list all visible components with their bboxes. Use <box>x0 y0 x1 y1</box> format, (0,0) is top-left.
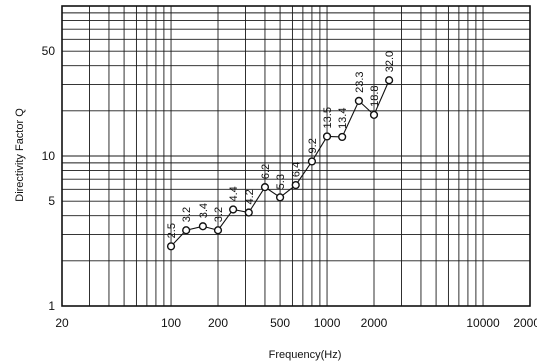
data-label: 3.4 <box>198 203 210 218</box>
data-label: 6.4 <box>291 162 303 177</box>
x-tick-label: 200 <box>208 316 228 330</box>
data-label: 2.5 <box>166 223 178 238</box>
y-tick-labels: 1 5 10 50 <box>42 44 56 313</box>
x-axis-label: Frequency(Hz) <box>269 349 342 361</box>
data-point <box>260 183 270 192</box>
data-point <box>354 96 363 105</box>
x-tick-label: 100 <box>161 316 181 330</box>
data-label: 13.5 <box>322 107 334 128</box>
data-point <box>338 132 347 142</box>
data-label: 9.2 <box>307 138 319 153</box>
y-tick-label: 1 <box>48 299 55 313</box>
data-label: 4.4 <box>228 186 240 201</box>
grid <box>62 6 530 306</box>
data-label: 32.0 <box>384 51 396 72</box>
x-tick-label: 500 <box>270 316 290 330</box>
y-tick-label: 50 <box>42 44 56 58</box>
data-point <box>198 222 207 231</box>
data-label: 4.2 <box>244 189 256 204</box>
data-point <box>291 180 300 190</box>
data-point <box>369 110 379 119</box>
data-labels: 2.53.2 3.4 3.24.4 4.26.25.36.49.213.5 13.423… <box>166 51 396 239</box>
data-point <box>307 157 317 166</box>
data-label: 3.2 <box>181 207 193 222</box>
data-label: 6.2 <box>260 164 272 179</box>
data-label: 3.2 <box>213 207 225 222</box>
data-label: 18.8 <box>369 85 381 106</box>
data-point <box>385 76 394 85</box>
data-point <box>166 242 176 251</box>
data-point <box>182 226 191 235</box>
x-tick-labels: 20 100 200 500 1000 2000 10000 20000 <box>55 316 537 330</box>
plot-frame <box>61 5 531 307</box>
y-tick-label: 5 <box>48 194 55 208</box>
data-point <box>229 205 238 214</box>
data-label: 13.4 <box>337 108 349 129</box>
x-tick-label: 1000 <box>314 316 341 330</box>
data-point <box>322 132 332 141</box>
x-tick-label: 10000 <box>466 316 500 330</box>
series <box>166 76 394 251</box>
y-axis-label: Directivity Factor Q <box>14 108 26 202</box>
data-label: 23.3 <box>354 71 366 92</box>
data-point <box>244 208 253 217</box>
data-point <box>275 193 285 202</box>
x-tick-label: 2000 <box>361 316 388 330</box>
x-tick-label: 20 <box>55 316 69 330</box>
x-tick-label: 20000 <box>513 316 537 330</box>
data-label: 5.3 <box>275 174 287 189</box>
data-point <box>213 226 223 235</box>
y-tick-label: 10 <box>42 149 56 163</box>
